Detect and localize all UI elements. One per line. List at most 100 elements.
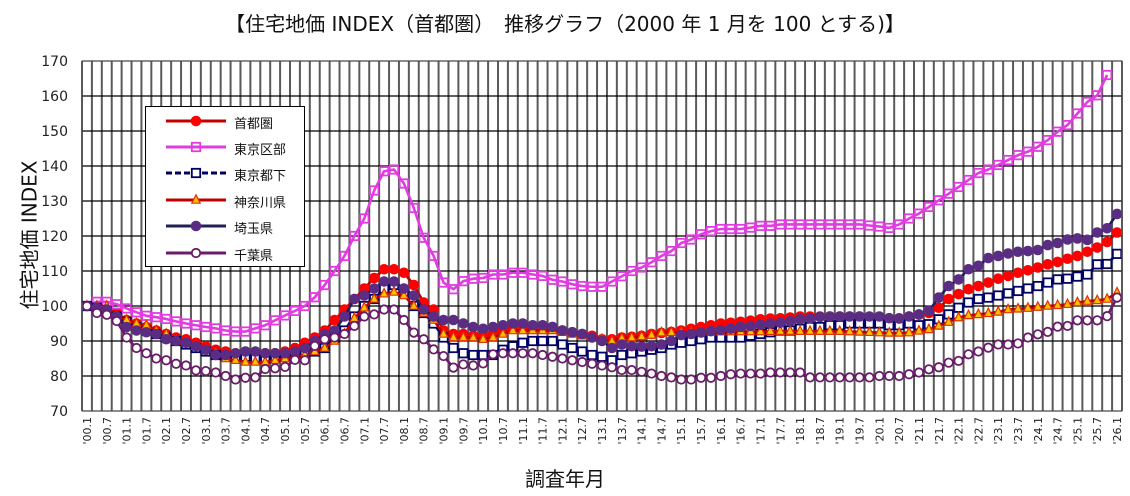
data-point (349, 320, 360, 332)
data-point (1022, 283, 1034, 294)
x-tick-label: '20.1 (873, 417, 886, 445)
data-point (983, 164, 994, 175)
data-point (388, 304, 400, 315)
series-5 (81, 292, 1123, 385)
x-tick-label: '12.1 (556, 417, 569, 445)
data-point (814, 311, 826, 323)
data-point (91, 307, 102, 319)
data-point (190, 320, 202, 331)
data-point (775, 219, 786, 230)
data-point (279, 310, 291, 321)
data-point (1042, 134, 1053, 146)
legend-label: 神奈川県 (234, 196, 287, 211)
x-axis-title: 調査年月 (525, 467, 605, 491)
data-point (477, 323, 489, 335)
data-point (269, 347, 281, 359)
data-point (973, 307, 984, 319)
x-tick-label: '03.7 (220, 417, 233, 445)
data-point (458, 276, 469, 287)
data-point (180, 360, 192, 371)
data-point (527, 269, 538, 280)
legend-label: 千葉県 (234, 249, 274, 264)
data-point (1062, 253, 1073, 265)
data-point (398, 267, 410, 279)
data-point (517, 323, 528, 335)
data-point (369, 292, 380, 303)
data-point (438, 327, 449, 338)
x-tick-label: '06.7 (338, 417, 351, 445)
data-point (755, 368, 766, 379)
data-point (111, 315, 122, 327)
data-point (1012, 285, 1024, 297)
x-tick-label: '01.1 (121, 417, 134, 445)
data-point (626, 265, 637, 277)
data-point (1062, 273, 1073, 284)
data-point (794, 324, 806, 335)
data-point (884, 326, 895, 337)
data-point (874, 311, 885, 322)
data-point (884, 222, 895, 234)
data-point (923, 201, 934, 213)
data-point (180, 318, 192, 329)
data-point (705, 225, 717, 237)
data-point (676, 374, 687, 385)
data-point (656, 339, 667, 350)
data-point (666, 325, 677, 337)
data-point (953, 288, 964, 300)
x-tick-label: '22.7 (972, 417, 985, 445)
data-point (1102, 258, 1113, 270)
plot-border (81, 60, 1123, 412)
data-point (428, 344, 439, 355)
data-point (398, 283, 410, 294)
data-point (993, 290, 1004, 301)
data-point (537, 319, 548, 331)
data-point (992, 273, 1004, 285)
data-point (903, 213, 915, 224)
data-point (250, 323, 261, 334)
x-tick-label: '26.1 (1111, 417, 1124, 445)
data-point (953, 274, 964, 285)
data-point (953, 302, 964, 313)
data-point (626, 330, 637, 342)
data-point (814, 219, 826, 230)
data-point (1072, 108, 1083, 119)
legend-marker (190, 193, 202, 204)
data-point (933, 292, 945, 303)
data-point (467, 321, 479, 333)
data-point (804, 372, 816, 383)
data-point (1042, 259, 1054, 270)
data-point (170, 358, 182, 369)
data-point (913, 324, 925, 335)
y-tick-label: 70 (50, 404, 68, 420)
data-point (933, 195, 944, 206)
data-point (646, 257, 657, 268)
legend: 首都圏 東京区部 東京都下 神奈川県 埼玉県 千葉県 (145, 106, 305, 267)
data-point (874, 221, 885, 232)
data-point (695, 372, 707, 383)
data-point (1022, 301, 1034, 312)
data-point (715, 324, 727, 336)
data-point (1111, 208, 1123, 220)
x-tick-label: '21.1 (913, 417, 926, 445)
data-point (151, 312, 162, 323)
data-point (705, 372, 717, 383)
x-tick-label: '01.7 (140, 417, 153, 445)
data-point (785, 367, 796, 378)
data-point (497, 269, 509, 280)
data-point (111, 299, 122, 310)
data-point (369, 185, 380, 196)
data-point (824, 219, 835, 230)
data-point (685, 328, 697, 340)
data-point (478, 358, 489, 369)
data-point (1042, 239, 1054, 251)
data-point (636, 262, 647, 273)
data-point (487, 321, 499, 333)
data-point (101, 309, 112, 320)
x-tick-label: '18.1 (794, 417, 807, 445)
data-point (1002, 154, 1014, 166)
data-point (953, 311, 964, 322)
data-point (725, 223, 736, 235)
data-point (656, 326, 667, 337)
data-point (1072, 233, 1083, 244)
data-point (448, 284, 459, 295)
